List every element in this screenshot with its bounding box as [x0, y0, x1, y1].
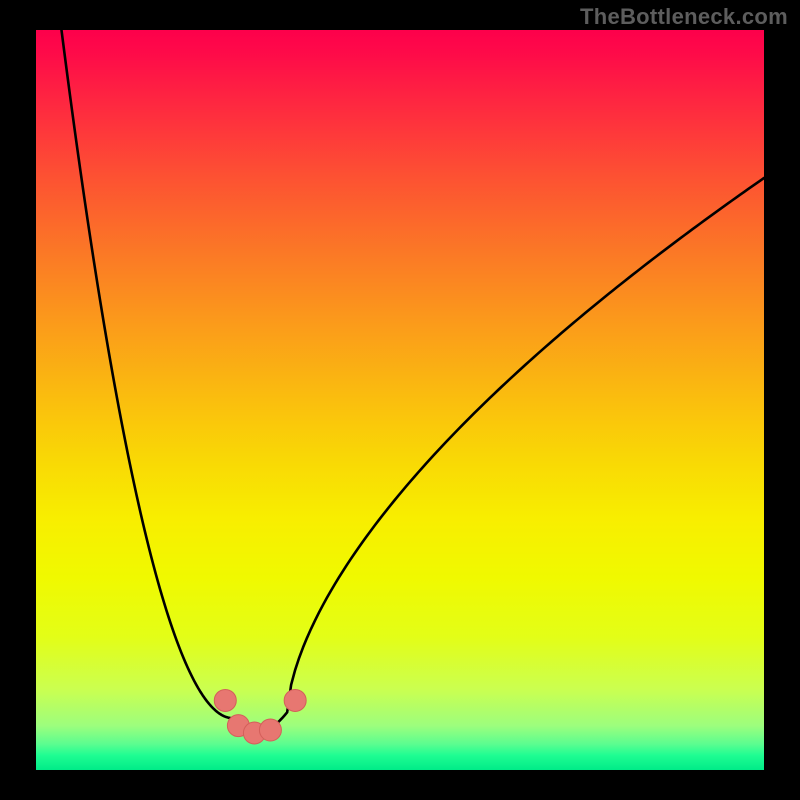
plot-area: [36, 30, 764, 770]
chart-outer: TheBottleneck.com: [0, 0, 800, 800]
plot-svg: [36, 30, 764, 770]
valley-marker-4: [284, 689, 306, 711]
gradient-background: [36, 30, 764, 770]
valley-marker-3: [259, 719, 281, 741]
watermark-text: TheBottleneck.com: [580, 4, 788, 30]
valley-marker-0: [214, 689, 236, 711]
